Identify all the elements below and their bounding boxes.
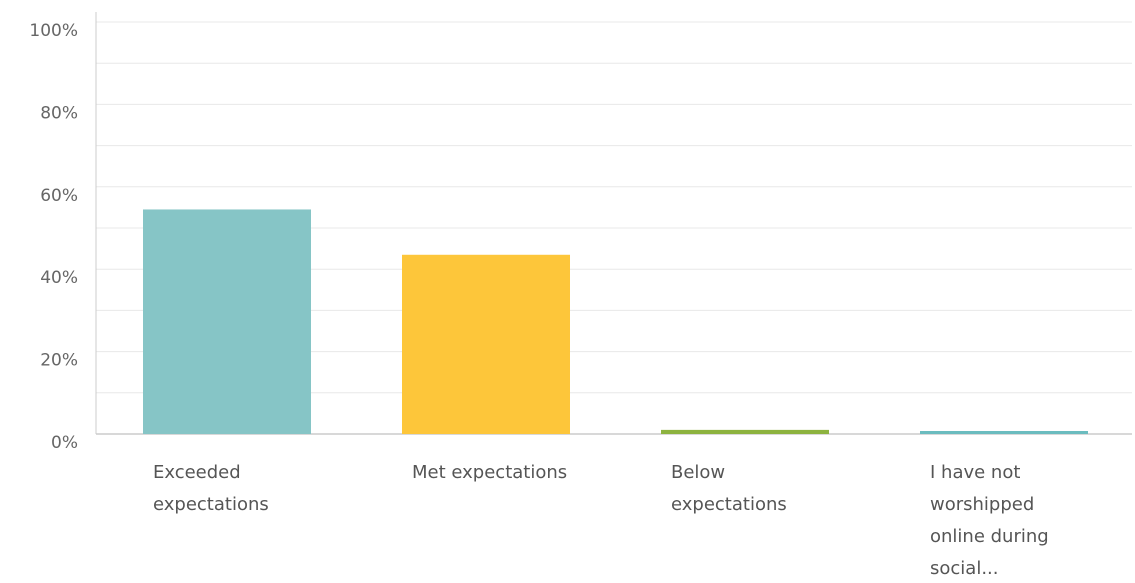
x-category-label-line: I have not <box>930 462 1020 483</box>
x-category-label-line: social... <box>930 558 998 579</box>
y-tick-label: 60% <box>40 186 78 206</box>
bars <box>143 209 1088 434</box>
x-category-label-line: expectations <box>671 494 787 515</box>
x-category-label-line: worshipped <box>930 494 1034 515</box>
x-category-label-line: Below <box>671 462 725 483</box>
y-tick-label: 100% <box>29 21 78 41</box>
bar <box>402 254 570 434</box>
x-category-label: Met expectations <box>412 462 567 483</box>
x-axis-category-labels: Exceeded expectations Met expectations Belo… <box>153 462 1049 579</box>
y-axis-tick-labels: 0% 20% 40% 60% 80% 100% <box>29 21 78 453</box>
y-tick-label: 0% <box>51 433 78 453</box>
x-category-label: Exceeded expectations <box>153 462 269 515</box>
x-category-label-line: online during <box>930 526 1049 547</box>
x-category-label-line: expectations <box>153 494 269 515</box>
bar <box>920 431 1088 434</box>
y-tick-label: 40% <box>40 268 78 288</box>
bar <box>143 209 311 434</box>
bar <box>661 429 829 434</box>
x-category-label-line: Met expectations <box>412 462 567 483</box>
y-tick-label: 80% <box>40 103 78 123</box>
x-category-label-line: Exceeded <box>153 462 241 483</box>
x-category-label: I have not worshipped online during social.… <box>930 462 1049 579</box>
y-tick-label: 20% <box>40 351 78 371</box>
x-category-label: Below expectations <box>671 462 787 515</box>
